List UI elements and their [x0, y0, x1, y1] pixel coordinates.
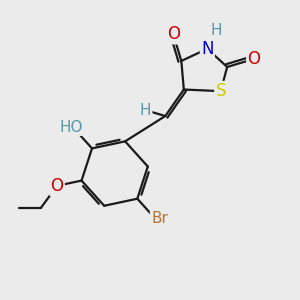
Text: O: O [51, 177, 64, 195]
Text: O: O [167, 25, 180, 43]
Text: S: S [215, 82, 226, 100]
Text: HO: HO [60, 120, 83, 135]
Text: Br: Br [151, 211, 168, 226]
Text: O: O [248, 50, 260, 68]
Text: N: N [201, 40, 214, 58]
Text: H: H [211, 23, 222, 38]
Text: H: H [140, 103, 151, 118]
